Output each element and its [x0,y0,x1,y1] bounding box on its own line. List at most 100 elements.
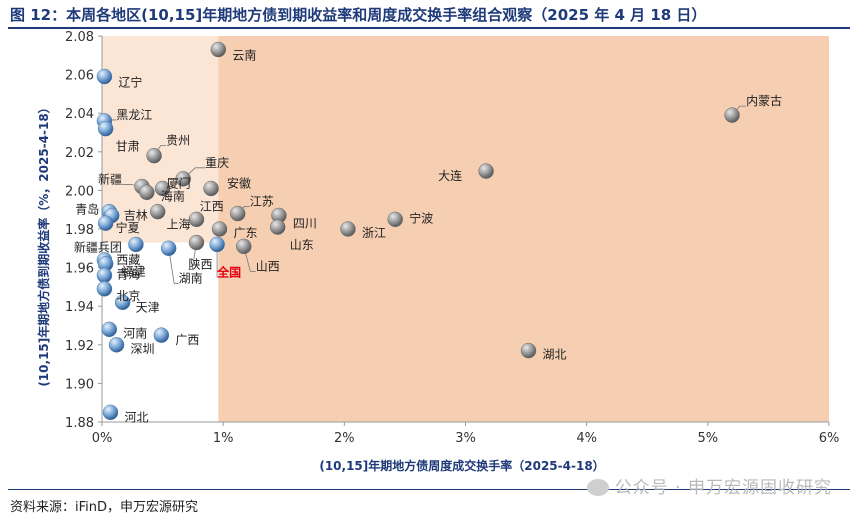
data-point [188,211,205,228]
quadrant-right [218,36,829,422]
source-divider [8,489,850,490]
y-axis-title: (10,15]年期地方债到期收益率（%，2025-4-18） [36,101,51,386]
data-point [211,221,228,237]
point-label: 四川 [293,216,317,230]
point-label: 黑龙江 [116,108,152,122]
point-label: 北京 [116,289,140,303]
leader-line [188,242,197,270]
data-point [236,238,252,255]
point-label: 西藏 [116,253,140,267]
data-point [478,163,494,179]
data-point [269,219,286,235]
point-label: 湖北 [543,347,567,362]
data-point [340,221,356,237]
point-label: 安徽 [227,175,251,190]
point-label: 广东 [234,226,258,240]
point-label: 大连 [438,168,462,183]
point-label: 上海 [167,216,191,231]
data-point [128,236,144,253]
point-label: 天津 [136,300,160,314]
data-point [96,281,113,297]
data-point [97,120,114,137]
y-tick-label: 2.08 [65,30,94,45]
y-tick-label: 1.90 [65,377,94,392]
data-point [175,171,191,187]
data-point [160,240,177,257]
data-point [188,234,205,251]
point-label: 吉林 [124,208,148,222]
scatter-chart: 1.88 1.90 1.92 1.94 1.96 1.98 2.00 2.02 2.04 2.06… [36,30,840,473]
y-tick-label: 2.00 [65,184,94,199]
y-tick-label: 1.96 [65,262,94,277]
x-tick-label: 4% [576,431,597,446]
point-label: 深圳 [131,342,155,356]
point-label: 江西 [200,200,224,214]
point-label: 宁夏 [116,220,140,235]
x-tick-label: 0% [92,431,113,446]
data-point [108,337,125,353]
data-point [96,267,113,284]
chart-area: 1.88 1.90 1.92 1.94 1.96 1.98 2.00 2.02 2.04 2.06… [0,30,858,488]
point-label: 甘肃 [116,140,140,154]
point-label: 全国 [216,264,241,279]
y-tick-label: 2.04 [65,107,94,122]
data-point [724,107,740,123]
point-label: 青岛 [75,202,99,217]
point-label: 山东 [290,238,314,252]
x-tick-label: 5% [698,431,719,446]
y-tick-label: 1.94 [65,300,94,315]
point-label: 新疆 [98,172,122,187]
wechat-icon [586,479,609,496]
data-point [387,211,403,228]
y-tick-label: 1.98 [65,223,94,238]
data-point [229,205,246,222]
point-label: 广西 [175,333,199,347]
y-tick-label: 1.88 [65,416,94,431]
data-point [139,184,155,201]
data-point [154,180,171,197]
data-point [97,215,114,231]
source-note: 资料来源：iFinD，申万宏源研究 [10,500,199,515]
point-label: 青海 [116,266,140,281]
point-label: 重庆 [205,156,229,170]
data-point [101,321,118,338]
watermark: 公众号 · 申万宏源固收研究 [586,473,832,498]
chart-title: 图 12：本周各地区(10,15]年期地方债到期收益率和周度成交换手率组合观察（… [10,6,707,24]
point-label: 山西 [256,259,280,273]
data-point [210,41,227,58]
point-label: 厦门 [167,175,191,190]
data-point [102,404,119,421]
point-label: 宁波 [409,210,433,225]
y-tick-label: 2.06 [65,69,94,84]
point-label: 贵州 [166,134,190,148]
data-point [520,342,537,359]
leader-line [243,246,256,272]
point-label: 内蒙古 [746,93,782,108]
point-label: 福建 [122,264,146,279]
data-point [153,327,170,343]
data-point [203,180,219,197]
title-divider [8,27,850,29]
point-label: 江苏 [250,195,274,209]
y-tick-label: 1.92 [65,339,94,354]
point-label: 河北 [124,410,148,424]
watermark-text: 公众号 · 申万宏源固收研究 [614,478,832,498]
y-tick-label: 2.02 [65,146,94,161]
point-label: 辽宁 [118,75,142,90]
x-tick-label: 3% [455,431,476,446]
data-point [96,68,113,85]
x-tick-label: 6% [819,431,840,446]
point-label: 浙江 [362,226,386,240]
data-point [114,294,131,311]
point-label: 新疆兵团 [74,239,122,254]
point-label: 湖南 [179,270,203,285]
x-tick-label: 2% [334,431,355,446]
data-point [149,203,166,220]
point-label: 云南 [232,48,256,63]
x-axis-title: (10,15]年期地方债周度成交换手率（2025-4-18） [319,458,604,473]
point-label: 陕西 [189,257,213,272]
data-point [146,147,162,164]
data-point [209,236,225,253]
point-label: 海南 [161,188,185,203]
x-tick-label: 1% [213,431,234,446]
